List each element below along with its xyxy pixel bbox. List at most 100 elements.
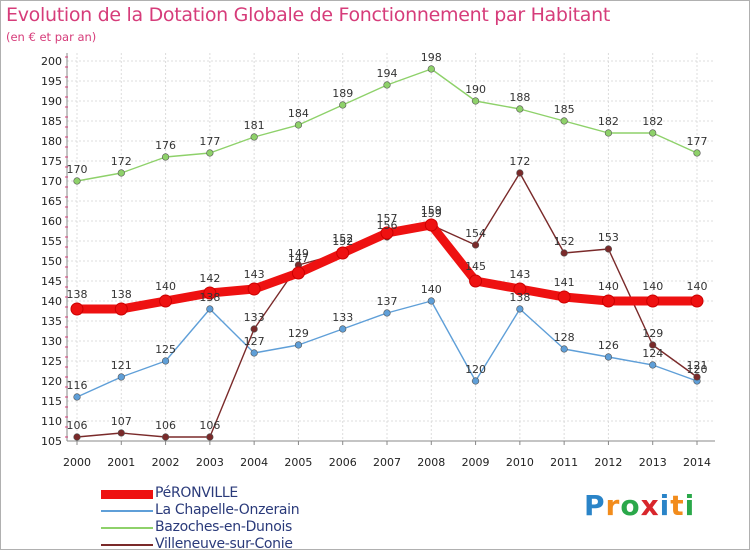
data-label-bazoches-en-dunois: 182 (642, 115, 663, 128)
data-point-p-ronville (469, 274, 483, 288)
data-label-la-chapelle-onzerain: 127 (244, 335, 265, 348)
data-point-p-ronville (247, 282, 261, 296)
data-point-bazoches-en-dunois (516, 105, 524, 113)
data-label-p-ronville: 142 (199, 272, 220, 285)
data-point-la-chapelle-onzerain (339, 325, 347, 333)
data-point-villeneuve-sur-conie (161, 433, 170, 441)
data-point-p-ronville (424, 218, 438, 232)
x-tick-label: 2014 (683, 456, 711, 469)
y-tick-label: 105 (41, 435, 62, 448)
y-tick-label: 155 (41, 235, 62, 248)
data-point-villeneuve-sur-conie (649, 341, 657, 349)
data-point-p-ronville (646, 294, 660, 308)
data-label-p-ronville: 141 (554, 276, 575, 289)
data-label-bazoches-en-dunois: 184 (288, 107, 309, 120)
data-label-p-ronville: 140 (642, 280, 663, 293)
data-label-villeneuve-sur-conie: 159 (421, 207, 442, 220)
y-tick-label: 110 (41, 415, 62, 428)
x-tick-label: 2007 (373, 456, 401, 469)
data-label-villeneuve-sur-conie: 106 (67, 419, 88, 432)
y-tick-label: 195 (41, 75, 62, 88)
data-point-villeneuve-sur-conie (604, 245, 613, 253)
data-point-la-chapelle-onzerain (294, 341, 303, 349)
y-tick-label: 180 (41, 135, 62, 148)
x-tick-label: 2010 (506, 456, 534, 469)
data-point-la-chapelle-onzerain (117, 373, 125, 381)
data-label-p-ronville: 147 (288, 252, 309, 265)
data-point-la-chapelle-onzerain (250, 349, 258, 357)
data-label-villeneuve-sur-conie: 121 (687, 359, 708, 372)
data-label-bazoches-en-dunois: 176 (155, 139, 176, 152)
data-point-bazoches-en-dunois (161, 153, 170, 161)
data-point-bazoches-en-dunois (604, 129, 613, 137)
x-tick-label: 2009 (462, 456, 490, 469)
grid (67, 53, 715, 442)
y-tick-label: 170 (41, 175, 62, 188)
data-point-villeneuve-sur-conie (693, 373, 701, 381)
data-label-villeneuve-sur-conie: 153 (598, 231, 619, 244)
data-label-bazoches-en-dunois: 170 (67, 163, 88, 176)
data-label-villeneuve-sur-conie: 133 (244, 311, 265, 324)
data-label-bazoches-en-dunois: 189 (332, 87, 353, 100)
x-tick-label: 2005 (284, 456, 312, 469)
proxiti-logo: Proxiti (584, 489, 695, 522)
x-tick-label: 2003 (196, 456, 224, 469)
y-tick-label: 190 (41, 95, 62, 108)
data-label-bazoches-en-dunois: 198 (421, 51, 442, 64)
data-label-la-chapelle-onzerain: 120 (687, 363, 708, 376)
logo-letter: i (659, 489, 671, 522)
data-point-villeneuve-sur-conie (117, 429, 125, 437)
data-point-p-ronville (203, 286, 217, 300)
data-label-p-ronville: 157 (377, 212, 398, 225)
series-lines (70, 65, 704, 441)
data-point-bazoches-en-dunois (649, 129, 657, 137)
data-label-la-chapelle-onzerain: 125 (155, 343, 176, 356)
data-point-p-ronville (159, 294, 173, 308)
data-label-p-ronville: 159 (421, 204, 442, 217)
data-point-villeneuve-sur-conie (471, 241, 480, 249)
data-point-bazoches-en-dunois (250, 133, 258, 141)
data-point-p-ronville (114, 302, 128, 316)
data-point-bazoches-en-dunois (471, 97, 480, 105)
y-tick-label: 165 (41, 195, 62, 208)
data-label-villeneuve-sur-conie: 149 (288, 247, 309, 260)
data-label-bazoches-en-dunois: 177 (687, 135, 708, 148)
x-tick-label: 2000 (63, 456, 91, 469)
data-point-bazoches-en-dunois (294, 121, 303, 129)
data-point-p-ronville (601, 294, 615, 308)
data-point-bazoches-en-dunois (117, 169, 125, 177)
y-tick-label: 150 (41, 255, 62, 268)
data-point-p-ronville (690, 294, 704, 308)
data-point-bazoches-en-dunois (693, 149, 701, 157)
y-tick-label: 185 (41, 115, 62, 128)
data-point-bazoches-en-dunois (383, 81, 391, 89)
data-label-la-chapelle-onzerain: 128 (554, 331, 575, 344)
data-point-bazoches-en-dunois (339, 101, 347, 109)
data-point-la-chapelle-onzerain (73, 393, 81, 401)
data-point-villeneuve-sur-conie (516, 169, 524, 177)
data-label-villeneuve-sur-conie: 129 (642, 327, 663, 340)
chart-subtitle: (en € et par an) (6, 30, 97, 44)
data-label-bazoches-en-dunois: 172 (111, 155, 132, 168)
data-label-bazoches-en-dunois: 181 (244, 119, 265, 132)
axes: 105 110 115 120 125 130 135 140 145 150 155 160 165 1… (41, 53, 715, 469)
data-point-la-chapelle-onzerain (161, 357, 170, 365)
data-label-p-ronville: 140 (155, 280, 176, 293)
data-label-villeneuve-sur-conie: 156 (377, 219, 398, 232)
data-point-la-chapelle-onzerain (516, 305, 524, 313)
logo-letter: i (684, 489, 696, 522)
data-point-p-ronville (380, 226, 394, 240)
data-label-la-chapelle-onzerain: 138 (199, 291, 220, 304)
chart-title: Evolution de la Dotation Globale de Fonc… (6, 4, 611, 26)
data-point-la-chapelle-onzerain (383, 309, 391, 317)
data-label-villeneuve-sur-conie: 152 (332, 235, 353, 248)
data-point-villeneuve-sur-conie (73, 433, 81, 441)
x-tick-label: 2002 (152, 456, 180, 469)
legend: PéRONVILLE La Chapelle-Onzerain Bazoches-e… (101, 485, 441, 549)
data-label-villeneuve-sur-conie: 107 (111, 415, 132, 428)
data-label-la-chapelle-onzerain: 140 (421, 283, 442, 296)
x-tick-label: 2004 (240, 456, 268, 469)
data-point-villeneuve-sur-conie (560, 249, 568, 257)
data-point-p-ronville (291, 266, 305, 280)
